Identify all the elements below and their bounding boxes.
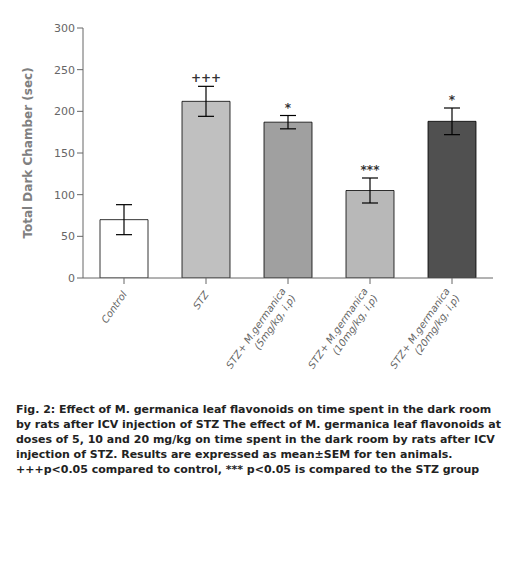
svg-text:STZ+ M.germanica(10mg/kg, i.p): STZ+ M.germanica(10mg/kg, i.p) <box>306 286 380 378</box>
svg-text:300: 300 <box>54 22 75 35</box>
svg-text:250: 250 <box>54 64 75 77</box>
svg-text:STZ+ M.germanica(5mg/kg, i.p): STZ+ M.germanica(5mg/kg, i.p) <box>224 286 298 378</box>
svg-text:100: 100 <box>54 189 75 202</box>
svg-text:50: 50 <box>61 230 75 243</box>
svg-text:150: 150 <box>54 147 75 160</box>
svg-text:Total Dark Chamber (sec): Total Dark Chamber (sec) <box>21 67 35 238</box>
svg-text:+++: +++ <box>191 71 221 85</box>
html-text:Fig. 2: Effect of M. germanica: Fig. 2: Effect of M. germanica leaf flav… <box>16 403 501 476</box>
svg-text:*: * <box>285 101 292 115</box>
svg-text:0: 0 <box>68 272 75 285</box>
svg-text:Control: Control <box>99 289 129 325</box>
svg-text:200: 200 <box>54 105 75 118</box>
svg-text:***: *** <box>361 163 381 177</box>
svg-text:STZ: STZ <box>191 288 212 311</box>
svg-text:*: * <box>449 93 456 107</box>
svg-text:STZ+ M.germanica(20mg/kg, i.p): STZ+ M.germanica(20mg/kg, i.p) <box>388 286 462 378</box>
